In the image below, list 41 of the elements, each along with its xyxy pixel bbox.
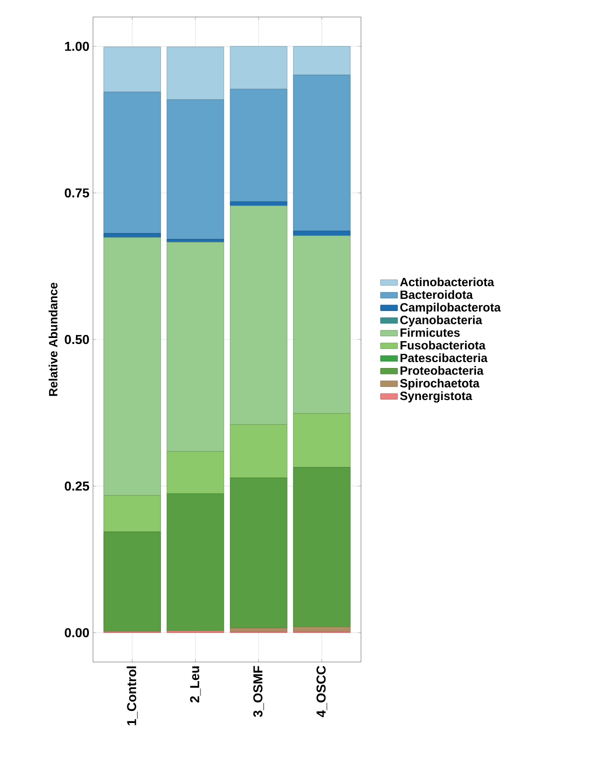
legend-label: Fusobacteriota [400,340,486,350]
legend-label: Spirochaetota [400,378,480,390]
bar [166,451,224,494]
legend-label: Cyanobacteria [400,315,482,327]
legend-label: Synergistota [400,391,472,403]
y-tick-label: 1.00 [65,42,89,51]
bar [293,413,351,468]
bar [230,206,288,425]
legend-label: Actinobacteriota [400,278,494,286]
bar [293,74,351,232]
bar [230,88,288,202]
bar [166,99,224,240]
y-tick-label: 0.50 [64,334,89,344]
bar [293,230,351,236]
legend-label: Proteobacteria [400,366,484,375]
x-tick-label: 4_OSCC [316,666,328,718]
bar [230,478,288,628]
bar [103,46,161,92]
bar [103,495,161,532]
bar [166,46,224,100]
x-tick-label: 2_Leu [190,666,201,702]
x-tick-label: 3_OSMF [253,666,264,718]
bar [293,467,351,628]
bar [230,424,288,478]
bar [103,532,161,632]
bar [230,46,288,90]
y-axis-title: Relative Abundance [48,282,58,396]
bar [103,237,161,496]
y-tick-label: 0.25 [64,482,90,491]
y-tick-label: 0.75 [64,188,90,198]
legend-label: Bacteroidota [400,290,473,299]
bar [293,46,351,76]
legend-label: Firmicutes [400,328,460,337]
bar [293,235,351,414]
bar [103,92,161,234]
legend-label: Campilobacterota [400,302,501,314]
bar [166,493,224,632]
y-tick-label: 0.00 [64,628,89,638]
legend-label: Patescibacteria [400,353,488,362]
bar [166,242,224,452]
x-tick-label: 1_Control [126,666,138,726]
